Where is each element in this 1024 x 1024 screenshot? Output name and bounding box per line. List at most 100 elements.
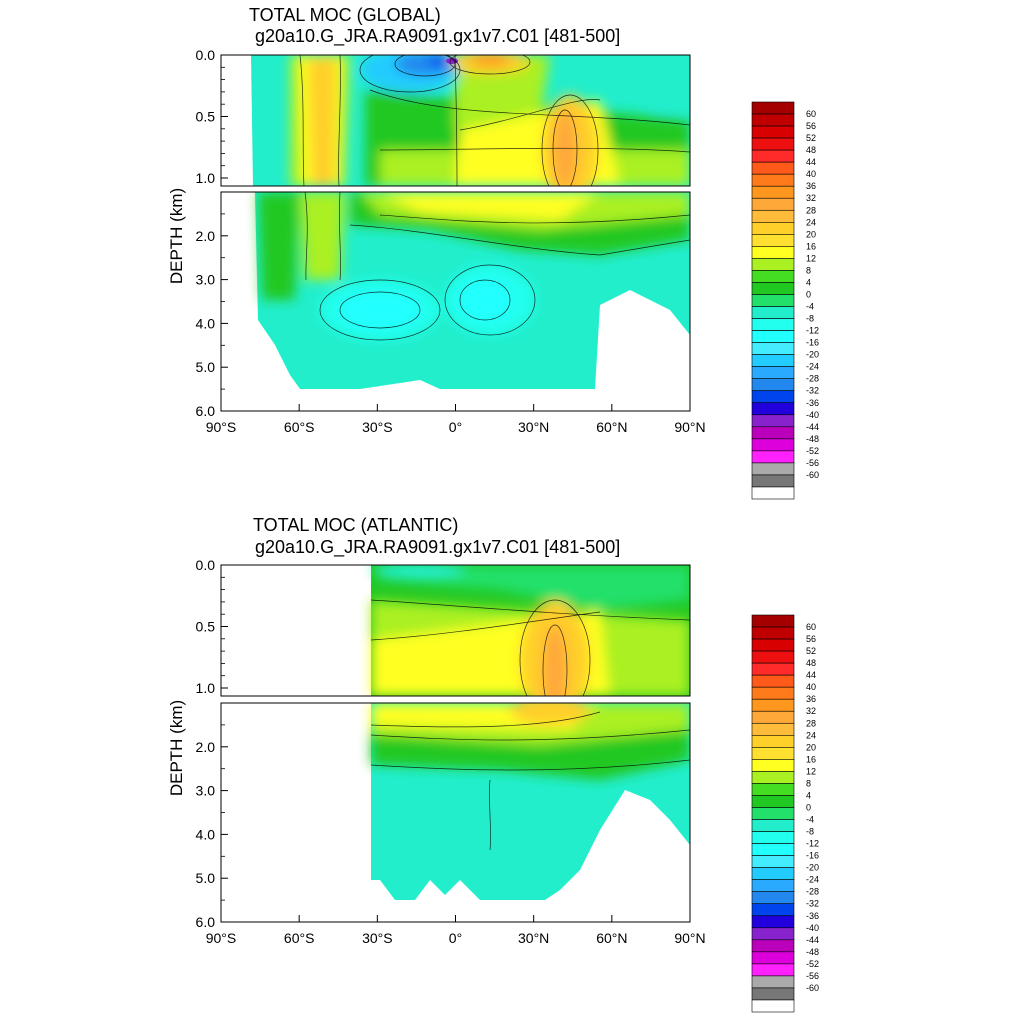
colorbar-label: -28: [806, 887, 819, 897]
colorbar-swatch: [751, 378, 795, 392]
colorbar-label: 28: [806, 205, 816, 215]
colorbar-swatch: [751, 747, 795, 760]
y-tick-label: 1.0: [196, 170, 216, 186]
colorbar-swatch: [751, 891, 795, 905]
colorbar-label: 24: [806, 730, 816, 740]
colorbar-swatch: [751, 795, 795, 808]
colorbar-swatch: [751, 137, 795, 151]
colorbar-swatch: [751, 903, 795, 917]
colorbar-label: -8: [806, 827, 814, 837]
colorbar-label: 48: [806, 145, 816, 155]
colorbar-label: -16: [806, 851, 819, 861]
x-tick-label: 0°: [449, 930, 462, 946]
colorbar-label: -20: [806, 863, 819, 873]
colorbar-label: -36: [806, 398, 819, 408]
colorbar-swatch: [751, 450, 795, 464]
y-tick-label: 6.0: [196, 403, 216, 419]
colorbar-atlantic: 60565248444036322824201612840-4-8-12-16-…: [751, 614, 819, 1013]
colorbar-label: 16: [806, 241, 816, 251]
colorbar-swatch: [751, 125, 795, 139]
colorbar-label: 40: [806, 169, 816, 179]
x-tick-label: 60°N: [596, 419, 627, 435]
x-tick-label: 90°N: [674, 930, 705, 946]
colorbar-label: -4: [806, 302, 814, 312]
colorbar-swatch: [751, 209, 795, 223]
x-tick-label: 90°N: [674, 419, 705, 435]
y-tick-label: 0.0: [196, 47, 216, 63]
colorbar-swatch: [751, 927, 795, 941]
panel-global: TOTAL MOC (GLOBAL) g20a10.G_JRA.RA9091.g…: [167, 5, 819, 500]
colorbar-swatch: [751, 831, 795, 844]
x-tick-label: 30°S: [362, 930, 393, 946]
x-tick-label: 60°S: [284, 419, 315, 435]
y-tick-label: 0.5: [196, 619, 216, 635]
colorbar-swatch: [751, 963, 795, 977]
colorbar-swatch: [751, 987, 795, 1001]
colorbar-label: 36: [806, 181, 816, 191]
colorbar-label: -8: [806, 314, 814, 324]
x-tick-label: 60°S: [284, 930, 315, 946]
colorbar-swatch: [751, 246, 795, 259]
colorbar-swatch: [751, 819, 795, 832]
colorbar-label: 40: [806, 682, 816, 692]
colorbar-swatch: [751, 113, 795, 127]
colorbar-label: -4: [806, 815, 814, 825]
colorbar-label: -28: [806, 374, 819, 384]
colorbar-label: -32: [806, 386, 819, 396]
colorbar-swatch: [751, 662, 795, 676]
y-axis-label-global: DEPTH (km): [167, 188, 186, 284]
colorbar-swatch: [751, 975, 795, 989]
y-tick-label: 5.0: [196, 359, 216, 375]
colorbar-swatch: [751, 282, 795, 295]
colorbar-global: 60565248444036322824201612840-4-8-12-16-…: [751, 101, 819, 500]
colorbar-swatch: [751, 951, 795, 965]
y-tick-label: 3.0: [196, 783, 216, 799]
y-tick-label: 4.0: [196, 315, 216, 331]
colorbar-swatch: [751, 771, 795, 784]
colorbar-label: 32: [806, 706, 816, 716]
y-ticks-atlantic: 0.0 0.5 1.0 2.0 3.0 4.0 5.0 6.0: [196, 557, 228, 930]
colorbar-swatch: [751, 486, 795, 500]
colorbar-swatch: [751, 426, 795, 440]
colorbar-swatch: [751, 867, 795, 880]
y-tick-label: 5.0: [196, 870, 216, 886]
chart-title-atlantic: TOTAL MOC (ATLANTIC): [253, 515, 458, 535]
colorbar-swatch: [751, 626, 795, 640]
colorbar-label: -44: [806, 935, 819, 945]
colorbar-label: -48: [806, 434, 819, 444]
colorbar-label: -20: [806, 350, 819, 360]
colorbar-label: -24: [806, 875, 819, 885]
chart-subtitle-global: g20a10.G_JRA.RA9091.gx1v7.C01 [481-500]: [255, 26, 620, 47]
colorbar-label: 4: [806, 277, 811, 287]
colorbar-label: 0: [806, 802, 811, 812]
colorbar-swatch: [751, 101, 795, 115]
colorbar-swatch: [751, 674, 795, 688]
y-tick-label: 0.5: [196, 109, 216, 125]
colorbar-label: 56: [806, 634, 816, 644]
colorbar-label: 16: [806, 754, 816, 764]
x-tick-label: 90°S: [206, 930, 237, 946]
y-tick-label: 1.0: [196, 680, 216, 696]
x-ticks-global: 90°S 60°S 30°S 0° 30°N 60°N 90°N: [206, 404, 706, 435]
colorbar-swatch: [751, 638, 795, 652]
colorbar-swatch: [751, 735, 795, 748]
colorbar-swatch: [751, 807, 795, 820]
colorbar-swatch: [751, 999, 795, 1013]
panel-atlantic: TOTAL MOC (ATLANTIC) g20a10.G_JRA.RA9091…: [167, 515, 819, 1013]
colorbar-label: 60: [806, 622, 816, 632]
colorbar-swatch: [751, 855, 795, 868]
colorbar-label: 44: [806, 157, 816, 167]
colorbar-label: 12: [806, 766, 816, 776]
colorbar-label: -60: [806, 983, 819, 993]
colorbar-swatch: [751, 698, 795, 712]
colorbar-label: 52: [806, 646, 816, 656]
colorbar-swatch: [751, 197, 795, 211]
plot-lower-atlantic: [221, 703, 690, 922]
colorbar-swatch: [751, 939, 795, 953]
colorbar-swatch: [751, 915, 795, 929]
colorbar-label: 8: [806, 265, 811, 275]
colorbar-swatch: [751, 650, 795, 664]
colorbar-swatch: [751, 258, 795, 271]
colorbar-swatch: [751, 390, 795, 404]
colorbar-label: -40: [806, 923, 819, 933]
